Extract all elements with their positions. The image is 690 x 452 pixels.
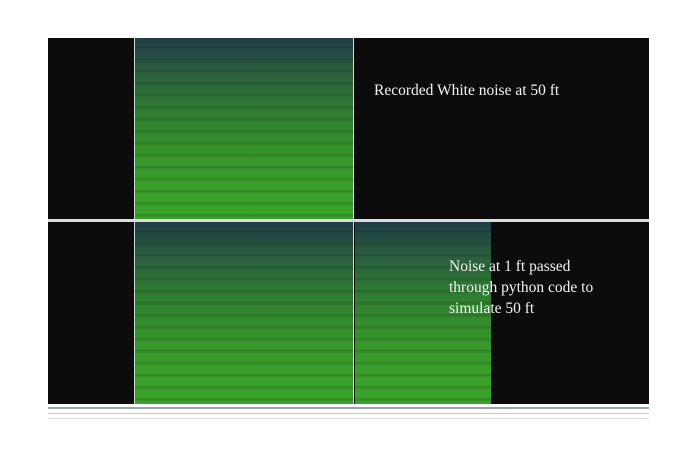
divider	[48, 418, 649, 419]
track-label: Noise at 1 ft passed through python code…	[449, 256, 593, 319]
track-label-line: through python code to	[449, 279, 594, 296]
track-divider[interactable]	[48, 219, 649, 222]
scrollbar-track	[48, 407, 649, 409]
selection-edge-right	[353, 38, 354, 219]
divider	[48, 413, 649, 414]
track-label-line: simulate 50 ft	[449, 300, 535, 317]
spectrogram-recorded	[134, 38, 353, 219]
horizontal-scrollbar[interactable]	[48, 404, 649, 422]
track-recorded[interactable]: Recorded White noise at 50 ft	[48, 38, 649, 219]
clip-boundary	[353, 222, 354, 404]
track-label-line: Noise at 1 ft passed	[449, 258, 571, 275]
spectrogram-simulated-a	[134, 222, 353, 404]
selection-edge-left	[134, 38, 135, 219]
track-simulated[interactable]: Noise at 1 ft passed through python code…	[48, 222, 649, 404]
spectrogram-view: Recorded White noise at 50 ft Noise at 1…	[48, 38, 649, 404]
track-label: Recorded White noise at 50 ft	[374, 82, 560, 99]
spectrogram-simulated-b	[355, 222, 491, 404]
selection-edge-left	[134, 222, 135, 404]
